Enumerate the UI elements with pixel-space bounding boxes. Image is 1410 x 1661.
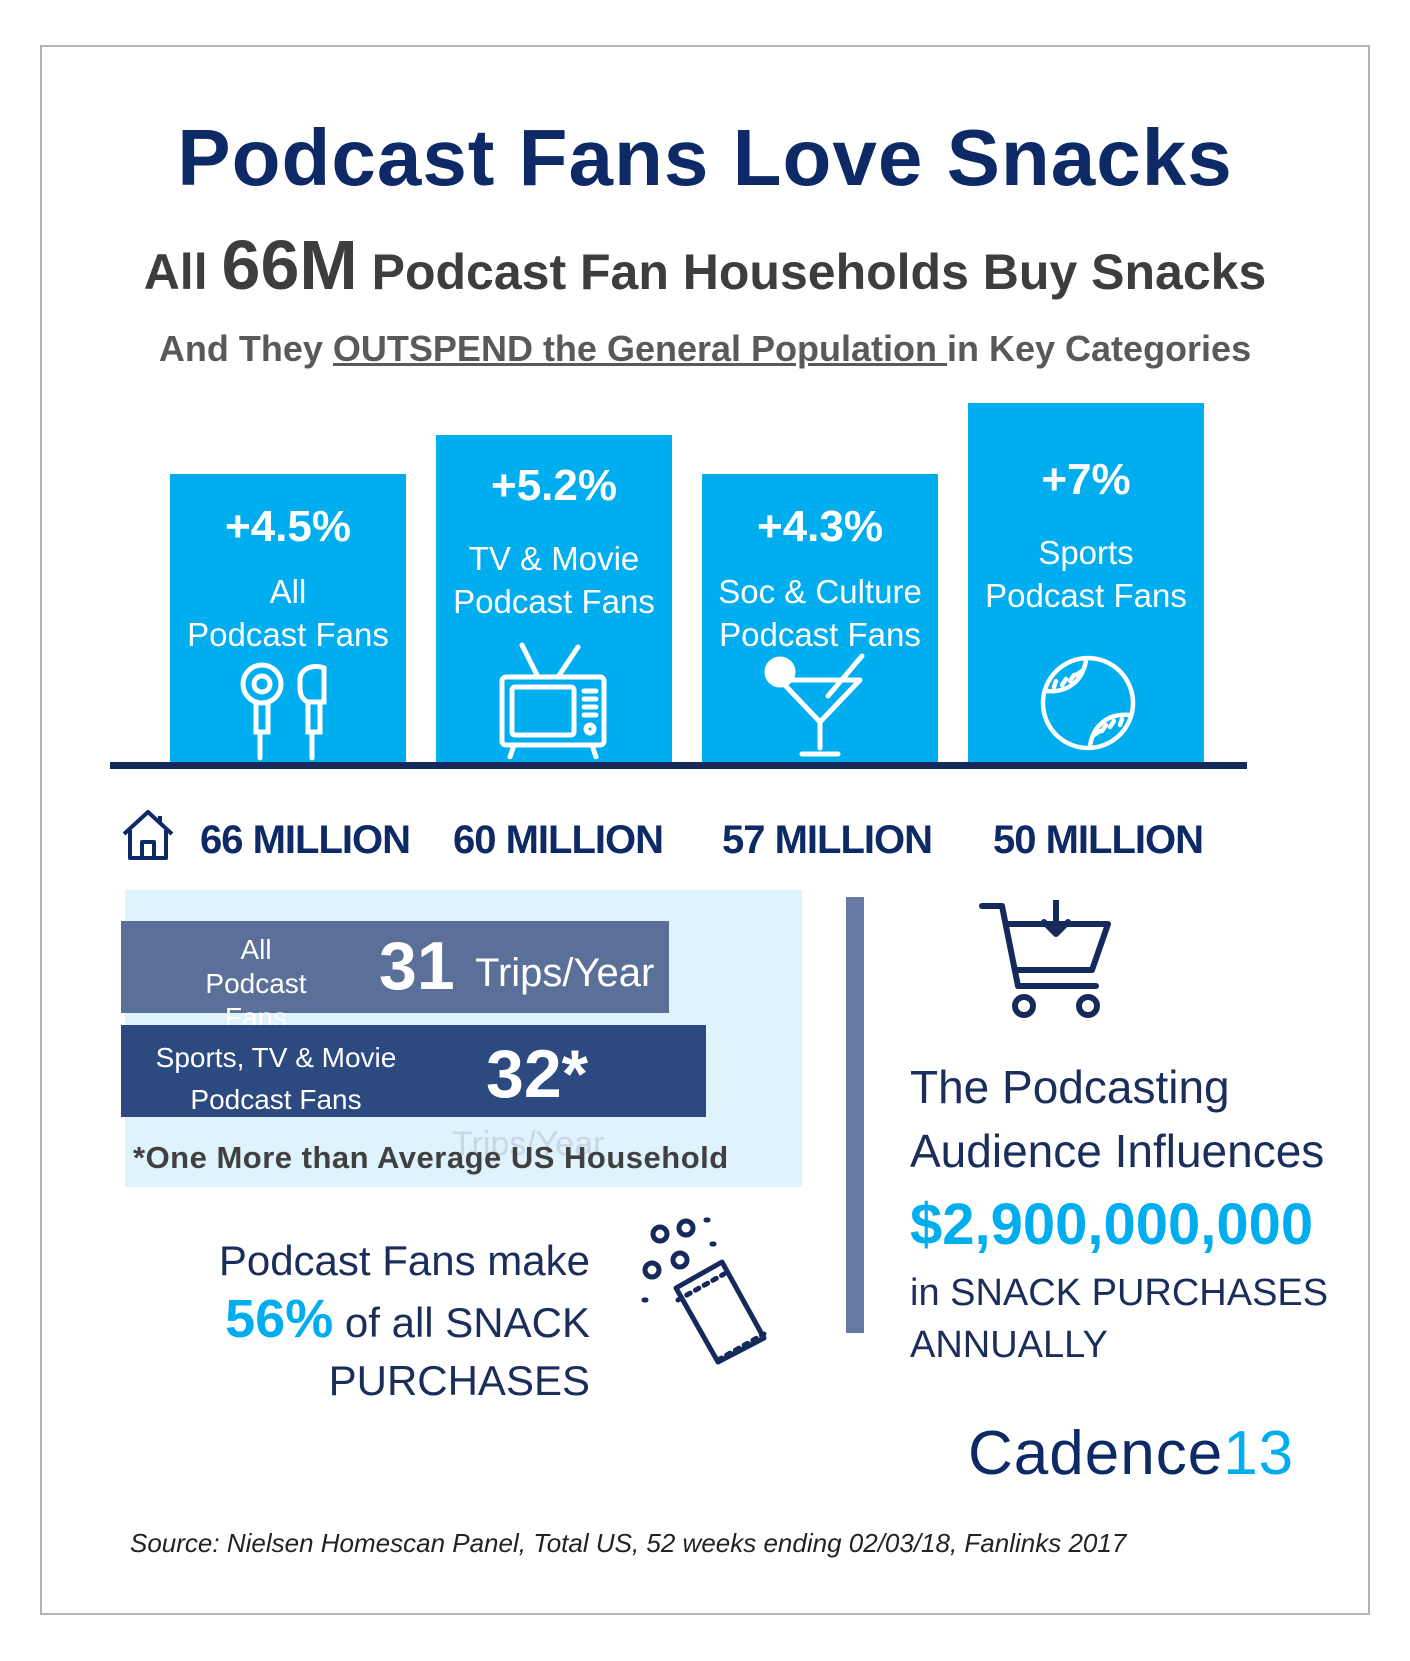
trips-unit: Trips/Year (475, 951, 655, 995)
bar-label-1: All (269, 573, 307, 610)
bar-pct: +4.3% (757, 502, 883, 551)
trips-row-label-1: All Podcast (205, 934, 307, 999)
influence-line-4: ANNUALLY (910, 1324, 1108, 1366)
bar-label-2: Podcast Fans (187, 616, 389, 653)
snack-line-3: PURCHASES (328, 1357, 590, 1404)
source-note: Source: Nielsen Homescan Panel, Total US… (130, 1528, 1127, 1558)
subtitle-post: Podcast Fan Households Buy Snacks (371, 244, 1267, 300)
households-soc-culture: 57 MILLION (722, 818, 933, 862)
shopping-cart-icon (979, 900, 1111, 1018)
trips-number: 32* (486, 1036, 589, 1112)
snack-line-2: of all SNACK (344, 1299, 590, 1346)
households-all: 66 MILLION (200, 818, 411, 862)
trips-unit-ghost: Trips/Year (452, 1125, 605, 1163)
bar-pct: +7% (1041, 455, 1131, 504)
influence-amount: $2,900,000,000 (910, 1192, 1314, 1257)
cadence13-logo: Cadence13 (968, 1418, 1294, 1489)
bar-label-1: TV & Movie (468, 540, 640, 577)
divider (846, 897, 864, 1333)
snack-share-text: Podcast Fans make 56% of all SNACK PURCH… (200, 1232, 590, 1410)
infographic-frame (40, 45, 1370, 1615)
bar-sports-fans: +7% Sports Podcast Fans (968, 403, 1204, 764)
footnote: *One More than Average US Household (133, 1140, 729, 1175)
logo-word: Cadence (968, 1419, 1224, 1488)
bar-pct: +4.5% (225, 502, 351, 551)
snack-line-1: Podcast Fans make (218, 1237, 590, 1284)
subtitle: All 66M Podcast Fan Households Buy Snack… (0, 225, 1410, 305)
tagline-post: in Key Categories (947, 328, 1252, 369)
bar-label-1: Soc & Culture (718, 573, 922, 610)
baseball-icon (1040, 655, 1136, 751)
trips-row-all: All Podcast Fans 31 Trips/Year (121, 921, 669, 1033)
trips-row-label-2: Podcast Fans (190, 1084, 362, 1115)
subtitle-pre: All (143, 244, 208, 300)
cocktail-icon (764, 653, 865, 757)
tagline: And They OUTSPEND the General Population… (0, 328, 1410, 370)
bar-label-1: Sports (1038, 534, 1134, 571)
snack-bag-icon (641, 1217, 767, 1365)
households-sports: 50 MILLION (993, 818, 1204, 862)
bar-soc-culture-fans: +4.3% Soc & Culture Podcast Fans (702, 474, 938, 764)
bar-label-2: Podcast Fans (985, 577, 1187, 614)
influence-line-3: in SNACK PURCHASES (910, 1272, 1329, 1314)
subtitle-number: 66M (221, 226, 358, 304)
tagline-pre: And They (158, 328, 323, 369)
snack-pct: 56% (225, 1289, 334, 1349)
bar-all-podcast-fans: +4.5% All Podcast Fans (170, 474, 406, 764)
page-title: Podcast Fans Love Snacks (177, 113, 1233, 202)
households-tv-movie: 60 MILLION (453, 818, 664, 862)
bar-label-2: Podcast Fans (453, 583, 655, 620)
trips-number: 31 (379, 928, 455, 1004)
bar-tv-movie-fans: +5.2% TV & Movie Podcast Fans (436, 435, 672, 764)
influence-text: The Podcasting Audience Influences $2,90… (910, 1055, 1328, 1371)
influence-line-1: The Podcasting (910, 1061, 1230, 1113)
earbuds-icon (240, 662, 327, 761)
tv-icon (499, 642, 607, 759)
house-icon (122, 810, 174, 860)
bar-pct: +5.2% (491, 461, 617, 510)
trips-row-sports-tv: Sports, TV & Movie Podcast Fans 32* (121, 1025, 706, 1117)
trips-row-label-1: Sports, TV & Movie (155, 1042, 397, 1073)
chart-baseline (110, 762, 1247, 769)
logo-number: 13 (1223, 1419, 1295, 1488)
bar-label-2: Podcast Fans (719, 616, 921, 653)
tagline-underlined: OUTSPEND the General Population (332, 328, 947, 369)
influence-line-2: Audience Influences (910, 1125, 1325, 1177)
